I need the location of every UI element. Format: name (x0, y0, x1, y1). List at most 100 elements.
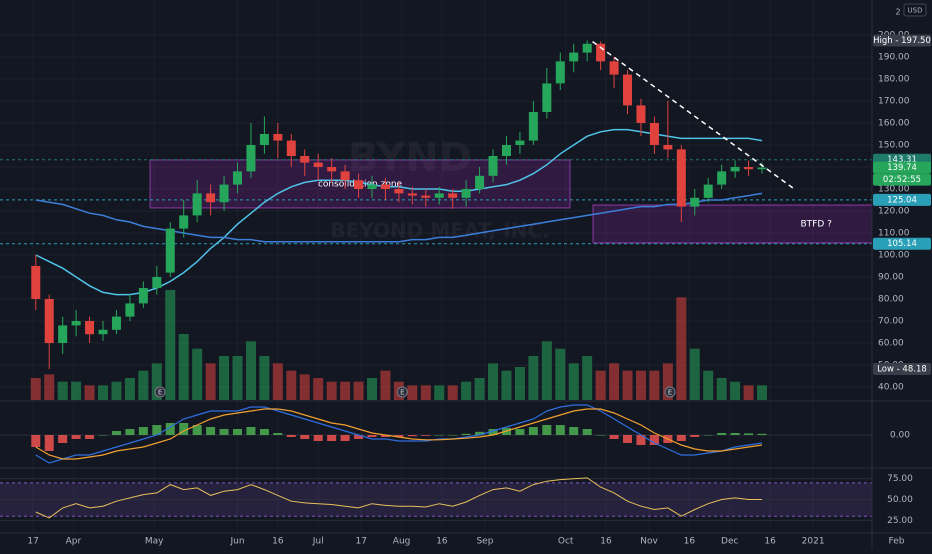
earnings-label: E (668, 389, 672, 397)
volume-bar (353, 381, 364, 400)
volume-bar (44, 374, 55, 400)
macd-hist-bar (58, 435, 68, 443)
volume-bar (757, 385, 768, 400)
candle-body (394, 188, 404, 194)
rsi-tick-label: 75.00 (887, 474, 913, 484)
candle-body (515, 140, 525, 145)
macd-hist-bar (649, 435, 659, 445)
macd-hist-bar (515, 429, 525, 435)
candle-body (730, 166, 740, 172)
macd-hist-bar (31, 435, 41, 447)
candle-body (528, 111, 538, 141)
candle-body (85, 321, 95, 335)
macd-hist-bar (488, 429, 498, 435)
x-tick-label: Feb (889, 537, 905, 547)
volume-bar (340, 381, 351, 400)
macd-hist-bar (313, 435, 323, 441)
earnings-label: E (158, 389, 162, 397)
candle-body (179, 215, 189, 229)
price-label: 139.74 (887, 163, 917, 173)
macd-hist-bar (434, 435, 444, 436)
candle-body (192, 193, 202, 216)
price-label: High - 197.50 (873, 36, 931, 46)
volume-bar (420, 385, 431, 400)
macd-hist-bar (300, 435, 310, 439)
candle-body (757, 167, 767, 170)
currency-box (903, 3, 927, 17)
signal-line (35, 408, 763, 460)
candle-body (676, 149, 686, 207)
x-tick-label: Jul (312, 537, 324, 547)
x-tick-label: Aug (393, 537, 411, 547)
volume-bar (541, 341, 552, 400)
volume-bar (124, 378, 135, 400)
x-tick-label: 16 (600, 537, 612, 547)
macd-hist-bar (111, 431, 121, 435)
volume-bar (407, 385, 418, 400)
volume-bar (568, 363, 579, 400)
x-tick-label: May (145, 537, 164, 547)
macd-hist-bar (676, 435, 686, 441)
candle-body (717, 171, 727, 185)
x-tick-label: Dec (721, 537, 738, 547)
y-tick-label: 110.00 (878, 229, 910, 239)
volume-bar (716, 378, 727, 400)
candle-body (703, 184, 713, 198)
candle-body (31, 266, 41, 300)
macd-hist-bar (528, 427, 538, 435)
macd-hist-bar (421, 435, 431, 436)
candle-body (636, 105, 646, 123)
countdown-box (873, 173, 931, 186)
x-tick-label: 16 (684, 537, 696, 547)
candle-body (246, 144, 256, 172)
volume-bar (689, 348, 700, 400)
y-tick-label: 130.00 (878, 184, 910, 194)
candle-body (649, 122, 659, 145)
volume-bar (528, 356, 539, 400)
volume-bar (366, 378, 377, 400)
volume-bar (730, 381, 741, 400)
volume-bar (609, 363, 620, 400)
macd-hist-bar (730, 433, 740, 435)
volume-bar (326, 381, 337, 400)
macd-hist-bar (717, 433, 727, 435)
candle-body (421, 195, 431, 198)
macd-hist-bar (407, 435, 417, 437)
volume-bar (205, 363, 216, 400)
candle-body (744, 166, 754, 170)
earnings-marker (154, 386, 166, 398)
x-tick-label: Nov (640, 537, 658, 547)
y-tick-label: 60.00 (878, 339, 904, 349)
volume-bar (555, 348, 566, 400)
volume-bar (30, 378, 41, 400)
macd-hist-bar (380, 435, 390, 437)
macd-hist-bar (273, 433, 283, 435)
volume-bar (703, 370, 714, 400)
y-tick-label: 100.00 (878, 251, 910, 261)
macd-hist-bar (138, 427, 148, 435)
x-tick-label: 16 (764, 537, 776, 547)
macd-hist-bar (636, 435, 646, 445)
volume-bar (514, 367, 525, 400)
macd-hist-bar (623, 435, 633, 443)
macd-hist-bar (542, 425, 552, 435)
volume-bar (138, 370, 149, 400)
candle-body (206, 193, 216, 203)
macd-hist-bar (219, 429, 229, 435)
candle-body (609, 61, 619, 75)
volume-bar (272, 363, 283, 400)
x-tick-label: 16 (272, 537, 284, 547)
rsi-line (35, 477, 762, 519)
volume-bar (219, 356, 230, 400)
macd-hist-bar (327, 435, 337, 441)
candle-body (596, 43, 606, 62)
zone (592, 204, 872, 244)
volume-bar (286, 370, 297, 400)
candle-body (448, 193, 458, 198)
trendline (592, 40, 795, 190)
price-label: 105.14 (887, 239, 917, 249)
volume-bar (649, 370, 660, 400)
